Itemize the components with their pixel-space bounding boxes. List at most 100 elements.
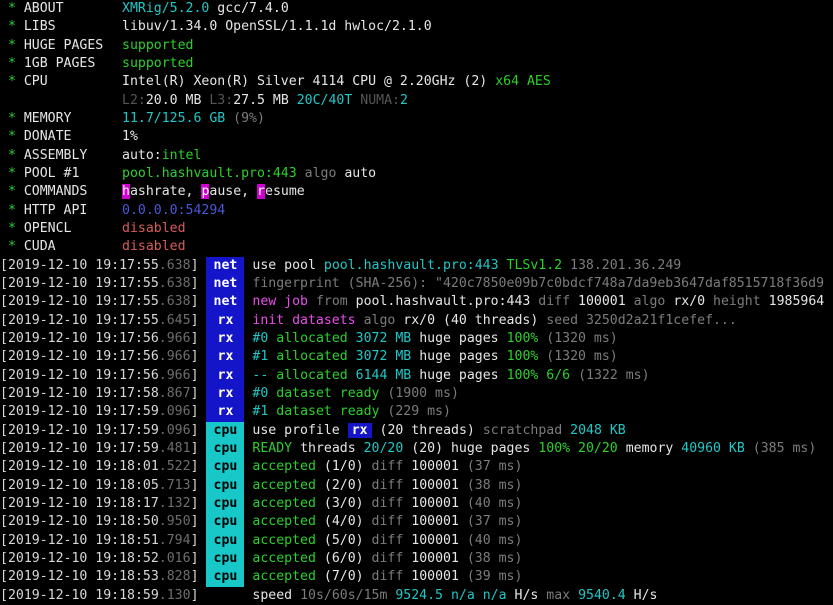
text-segment: diff [538,294,571,310]
log-message: accepted (1/0) diff 100001 (37 ms) [252,459,522,474]
banner-label-text: CUDA [23,239,56,255]
log-line: [2019-12-10 19:18:51.794] cpu accepted (… [0,531,833,550]
log-message: fingerprint (SHA-256): "420c7850e09b7c0b… [252,276,824,291]
text-segment: 100% [506,349,539,365]
text-segment: diff [371,550,404,566]
text-segment: huge pages [450,440,531,456]
text-segment: 3072 MB [355,349,412,365]
text-segment: 3072 MB [355,330,412,346]
text-segment: 100001 [411,550,459,566]
text-segment [443,441,451,456]
log-line: [2019-12-10 19:17:55.645] rx init datase… [0,311,833,330]
text-segment: algo [633,294,666,310]
banner-value: libuv/1.34.0 OpenSSL/1.1.1d hwloc/2.1.0 [122,19,432,34]
banner-row: * HUGE PAGES supported [0,37,833,55]
text-segment [316,478,324,493]
log-timestamp-close: ] [190,440,207,456]
text-segment: 100% [506,330,539,346]
text-segment: L2: [122,92,146,108]
log-tag-rx: rx [206,403,245,422]
log-message: speed 10s/60s/15m 9524.5 n/a n/a H/s max… [252,588,657,603]
text-segment [225,111,233,126]
text-segment: 27.5 MB [233,92,289,108]
text-segment: threads [300,440,356,456]
log-timestamp-ms: .950 [158,514,191,530]
text-segment: (40 ms) [466,532,523,548]
text-segment: disabled [122,220,186,236]
log-line: [2019-12-10 19:18:17.132] cpu accepted (… [0,494,833,514]
text-segment: disabled [122,239,186,255]
text-segment: 20/20 [578,440,618,456]
log-timestamp: [2019-12-10 19:17:56 [0,349,159,365]
log-timestamp: [2019-12-10 19:17:55 [0,257,159,273]
text-segment: #1 [252,404,269,420]
log-timestamp-ms: .828 [158,569,191,585]
banner-value: 1% [122,129,138,144]
text-segment: ause, [209,184,250,200]
text-segment: 11.7/125.6 GB [122,110,226,126]
text-segment: auto [344,165,377,181]
text-segment [316,514,324,529]
banner-value: 11.7/125.6 GB (9%) [122,111,265,126]
banner-value: supported [122,56,193,71]
banner-label-text: CPU [23,74,48,90]
text-segment [459,459,467,474]
log-tag-cpu: cpu [206,458,245,477]
text-segment [411,368,419,383]
log-tag-cpu: cpu [206,513,245,532]
text-segment [570,588,578,603]
log-timestamp: [2019-12-10 19:18:01 [0,459,159,475]
log-line: [2019-12-10 19:18:05.713] cpu accepted (… [0,476,833,495]
text-segment [538,588,546,603]
text-segment: Intel(R) Xeon(R) Silver 4114 CPU @ 2.20G… [122,74,456,90]
log-timestamp: [2019-12-10 19:18:17 [0,495,159,511]
log-timestamp-ms: .966 [158,349,191,365]
text-segment: ashrate, [129,184,194,200]
bullet-icon: * [0,220,24,236]
text-segment: intel [161,147,202,163]
text-segment: (37 ms) [466,514,523,530]
text-segment [364,551,372,566]
banner-label: * COMMANDS [0,183,122,201]
text-segment: speed [252,587,293,603]
log-tag-cpu: cpu [206,531,245,550]
text-segment [507,588,515,603]
text-segment: (4/0) [323,514,364,530]
text-segment [761,294,769,309]
text-segment [570,441,578,456]
log-line: [2019-12-10 19:17:56.966] rx #0 allocate… [0,329,833,349]
log-line: [2019-12-10 19:17:55.638] net use pool p… [0,256,833,275]
text-segment: accepted [252,459,316,475]
text-segment [570,368,578,383]
text-segment: dataset ready [276,404,380,420]
text-segment [316,459,324,474]
text-segment: L3: [209,92,234,108]
banner-value: disabled [122,239,186,254]
log-timestamp-close: ] [190,294,207,310]
banner-row: * CPU Intel(R) Xeon(R) Silver 4114 CPU @ … [0,73,833,91]
text-segment: (2) [463,74,488,90]
banner-label-text: HTTP API [23,202,88,218]
banner-label-text: ABOUT [23,1,64,16]
text-segment [411,349,419,364]
text-segment: 6/6 [546,367,571,383]
text-segment [499,331,507,346]
text-segment [364,496,372,511]
log-timestamp-close: ] [190,312,207,328]
text-segment: memory [625,440,674,456]
text-segment: (1/0) [323,459,364,475]
text-segment: (5/0) [323,532,364,548]
banner-label: * CPU [0,73,122,91]
text-segment [459,533,467,548]
banner-row: * ASSEMBLY auto:intel [0,147,833,165]
text-segment: READY [252,440,293,456]
text-segment: allocated [276,349,348,365]
banner-label: * HTTP API [0,202,122,220]
text-segment: (385 ms) [752,440,817,456]
log-line: [2019-12-10 19:18:01.522] cpu accepted (… [0,458,833,477]
text-segment: (40 threads) [443,312,539,328]
text-segment: (9%) [233,110,265,126]
text-segment [340,423,348,438]
text-segment [487,74,495,89]
